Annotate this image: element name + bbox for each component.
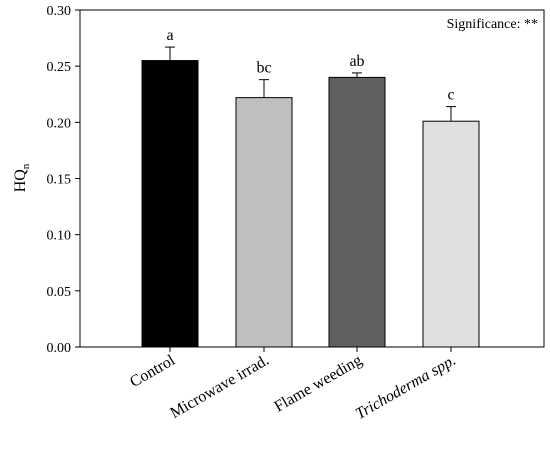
bar-0 (141, 60, 199, 348)
y-tick-label-3: 0.15 (47, 173, 72, 188)
bars (141, 60, 480, 348)
x-tick-label-2: Flame weeding (271, 352, 365, 416)
y-tick-label-4: 0.20 (47, 116, 72, 131)
x-tick-label-0: Control (127, 351, 178, 390)
significance-note: Significance: ** (447, 17, 538, 32)
letter-label-2: ab (349, 53, 364, 70)
letter-label-0: a (166, 27, 173, 44)
x-tick-label-1: Microwave irrad. (167, 352, 272, 422)
letter-label-1: bc (256, 60, 271, 77)
y-axis-label: HQn (12, 163, 32, 192)
bar-2 (328, 76, 386, 348)
y-tick-label-5: 0.25 (47, 60, 72, 75)
error-bars (165, 46, 456, 122)
y-axis-label-subscript: n (20, 163, 32, 169)
y-tick-label-2: 0.10 (47, 229, 72, 244)
y-axis-label-main: HQ (12, 169, 29, 193)
y-tick-label-1: 0.05 (47, 285, 72, 300)
significance-letters: abc abc (166, 27, 454, 104)
bar-1 (235, 97, 293, 348)
bar-3 (422, 120, 480, 348)
y-axis: 0.00 0.05 0.10 0.15 0.20 0.25 0.30 (47, 4, 80, 356)
y-tick-label-6: 0.30 (47, 4, 72, 19)
y-tick-label-0: 0.00 (47, 341, 72, 356)
letter-label-3: c (447, 87, 454, 104)
x-tick-label-3: Trichoderma spp. (353, 352, 459, 423)
